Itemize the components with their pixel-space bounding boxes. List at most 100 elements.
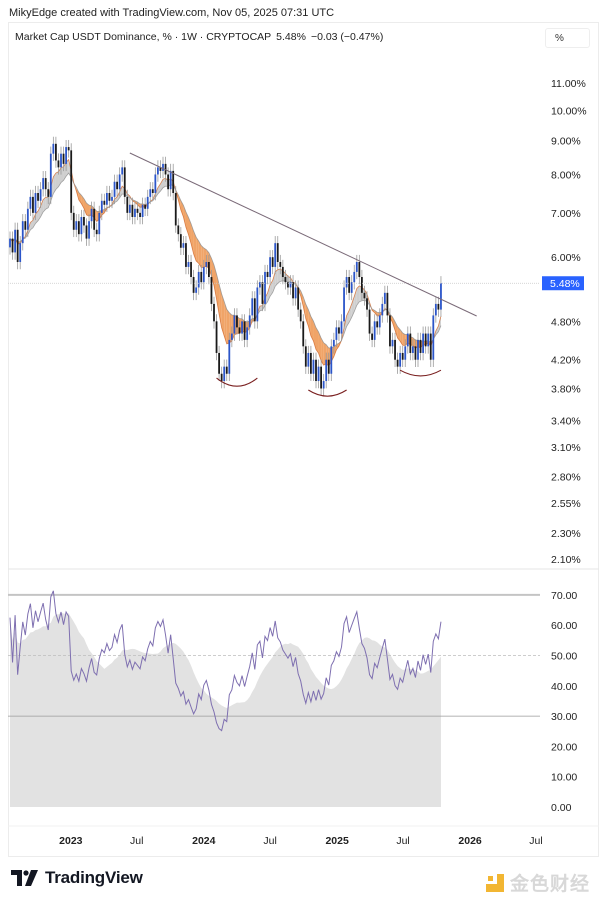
candle-body — [348, 277, 351, 293]
candle-body — [437, 303, 440, 310]
candle — [126, 189, 129, 221]
candle-body — [83, 216, 85, 226]
candle-body — [279, 262, 282, 267]
candle-body — [44, 178, 47, 190]
candle-body — [167, 174, 169, 190]
candle-body — [332, 339, 335, 347]
candle — [70, 143, 73, 221]
candle-body — [121, 167, 124, 175]
ema-ribbon-bear-segment — [86, 203, 90, 217]
candle — [44, 170, 47, 197]
candle — [292, 275, 294, 306]
candle — [37, 185, 39, 209]
candle-body — [330, 346, 333, 374]
ema-ribbon-bull-segment — [61, 166, 64, 183]
candle-body — [350, 282, 353, 293]
candle — [75, 214, 78, 238]
candle-body — [169, 170, 172, 190]
ema-ribbon-bear-segment — [193, 231, 197, 261]
ema-ribbon-bull-segment — [53, 173, 56, 194]
candle-body — [241, 321, 243, 334]
candle-body — [292, 282, 294, 299]
ema-ribbon-bear-segment — [336, 343, 339, 350]
candle-body — [307, 352, 310, 367]
candle-body — [366, 298, 368, 310]
candle — [287, 275, 289, 295]
candle — [172, 163, 175, 201]
candle-body — [358, 262, 361, 278]
candle-body — [55, 143, 57, 161]
rsi-axis-tick: 30.00 — [551, 711, 577, 723]
candle — [169, 163, 172, 197]
ema-ribbon-bull-segment — [55, 171, 59, 190]
candle — [424, 326, 427, 354]
candle-body — [134, 208, 136, 217]
symbol-title[interactable]: Market Cap USDT Dominance, % · 1W · CRYP… — [15, 31, 272, 43]
candle — [93, 201, 96, 238]
candle-body — [65, 147, 67, 164]
ema-ribbon-bull-segment — [30, 220, 33, 230]
candle — [358, 254, 361, 285]
time-axis-tick: Jul — [130, 835, 143, 847]
candle — [437, 296, 440, 317]
price-axis-tick: 10.00% — [551, 105, 587, 117]
candle-body — [248, 315, 251, 328]
watermark-icon — [486, 873, 504, 892]
candle-body — [146, 196, 149, 209]
candle — [42, 170, 45, 197]
candle — [103, 193, 106, 213]
candle — [315, 352, 317, 389]
candle-body — [302, 321, 305, 347]
candle-body — [32, 196, 34, 213]
candle — [427, 326, 430, 354]
candle — [269, 250, 271, 285]
candle-body — [312, 359, 315, 374]
candle — [85, 218, 88, 246]
candle-body — [67, 147, 70, 151]
candle-body — [162, 163, 164, 171]
ema-ribbon-bear-segment — [400, 329, 403, 346]
candle-body — [325, 359, 328, 382]
candle — [368, 302, 371, 341]
candle-body — [223, 366, 226, 382]
candle — [238, 320, 241, 341]
candle — [325, 352, 328, 389]
candle — [100, 193, 103, 221]
bottom-arc — [308, 389, 347, 397]
price-axis-tick: 4.80% — [551, 316, 581, 328]
candle — [350, 275, 353, 301]
ema-ribbon-bull-segment — [38, 206, 41, 221]
bottom-arc — [399, 369, 442, 377]
candle-body — [177, 225, 180, 235]
candle — [399, 345, 402, 374]
candle — [274, 236, 277, 275]
candle — [225, 359, 228, 382]
percent-scale-button[interactable]: % — [545, 28, 590, 48]
candle — [49, 146, 52, 205]
candle-body — [93, 208, 96, 230]
candle-body — [381, 303, 384, 316]
candle — [88, 214, 90, 246]
candle — [376, 314, 379, 335]
price-axis-tick: 2.55% — [551, 498, 581, 510]
candle-body — [123, 167, 126, 197]
candle-body — [261, 282, 264, 304]
candle — [317, 359, 320, 389]
candle — [371, 326, 373, 348]
candle — [361, 269, 363, 301]
tradingview-logo[interactable]: TradingView — [11, 868, 143, 888]
ema-ribbon-bull-segment — [270, 280, 273, 297]
candle-body — [144, 204, 147, 209]
chart-frame[interactable] — [8, 22, 599, 857]
candle — [276, 236, 279, 270]
candle-body — [213, 303, 215, 322]
ema-ribbon-bull-segment — [163, 178, 166, 188]
candle-body — [210, 277, 213, 304]
candle-body — [52, 143, 55, 154]
candle — [134, 201, 136, 225]
candle-body — [373, 321, 376, 340]
ema-ribbon-bear-segment — [196, 237, 199, 264]
candle-body — [389, 315, 391, 347]
candle-body — [70, 150, 73, 213]
